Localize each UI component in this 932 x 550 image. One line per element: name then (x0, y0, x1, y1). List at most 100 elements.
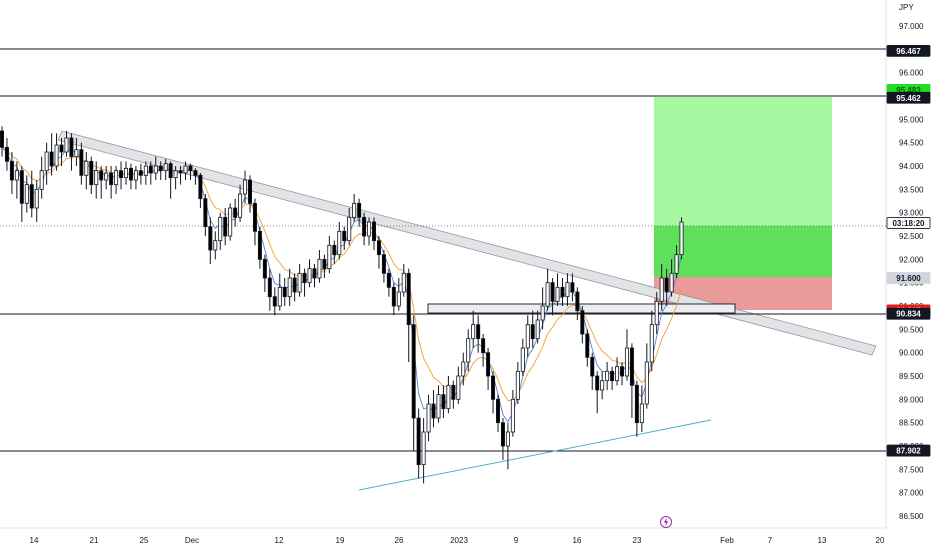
time-axis: 14 21 25 Dec 12 19 26 2023 9 16 23 Feb 7 13 20 (30, 536, 885, 545)
candle (530, 310, 535, 348)
svg-text:95.483: 95.483 (896, 86, 921, 95)
candle (396, 278, 401, 311)
candle (74, 138, 79, 166)
candle (0, 126, 4, 157)
price-tick: 92.500 (899, 232, 924, 241)
price-tick: 89.000 (899, 395, 924, 404)
date-tick: 13 (818, 536, 827, 545)
candle (674, 245, 679, 278)
candle (421, 418, 426, 484)
price-tick: 87.500 (899, 465, 924, 474)
price-tick: 90.500 (899, 325, 924, 334)
candle (317, 250, 322, 283)
candle (193, 168, 198, 185)
candle (446, 376, 451, 414)
candle (615, 357, 620, 386)
candle (49, 133, 54, 176)
candle (168, 161, 173, 199)
date-tick: 2023 (450, 536, 468, 545)
candle (510, 390, 515, 437)
descending-channel[interactable] (57, 130, 877, 356)
candle (476, 315, 481, 353)
candle (272, 287, 277, 316)
price-tick: 95.000 (899, 115, 924, 124)
date-tick: Dec (185, 536, 199, 545)
candle (352, 194, 357, 222)
candle (600, 371, 605, 400)
candle (158, 161, 163, 180)
candle (565, 273, 570, 306)
svg-text:96.467: 96.467 (896, 47, 921, 56)
lightning-icon[interactable] (660, 516, 672, 528)
candle (203, 194, 208, 236)
candle (357, 198, 362, 227)
candle (153, 156, 158, 180)
svg-text:91.600: 91.600 (896, 274, 921, 283)
date-tick: 20 (876, 536, 885, 545)
support-trendline[interactable] (358, 419, 712, 491)
price-tick: 94.000 (899, 162, 924, 171)
candle (441, 385, 446, 418)
price-tag: 91.600 (886, 272, 931, 284)
candle (252, 198, 257, 246)
candle (620, 362, 625, 386)
candle (109, 166, 114, 199)
candle (367, 217, 372, 246)
candle (14, 161, 19, 199)
target-zone[interactable] (654, 97, 832, 277)
price-tick: 97.000 (899, 22, 924, 31)
date-tick: 23 (633, 536, 642, 545)
candle (570, 273, 575, 302)
candle (332, 240, 337, 264)
candle (223, 208, 228, 246)
candle (669, 259, 674, 297)
target-zone-upper (654, 97, 832, 226)
candle (590, 352, 595, 390)
candle (391, 282, 396, 316)
candle (24, 175, 29, 213)
price-tick: 89.500 (899, 372, 924, 381)
candle (188, 163, 193, 180)
candle (4, 138, 9, 171)
candle (277, 273, 282, 311)
candle (471, 310, 476, 348)
price-tag: 96.467 (886, 44, 931, 57)
candle (322, 254, 327, 278)
price-tick: 86.500 (899, 512, 924, 521)
price-tags: 96.46795.48395.46203:18:2091.60090.90790… (886, 44, 931, 457)
candle (595, 371, 600, 414)
candle (128, 163, 133, 190)
candle (679, 217, 684, 260)
candle (431, 390, 436, 428)
candle (79, 142, 84, 185)
candle (555, 273, 560, 306)
candle (302, 268, 307, 297)
price-tick: 88.500 (899, 419, 924, 428)
date-tick: 21 (90, 536, 99, 545)
candle (491, 371, 496, 414)
date-tick: 19 (336, 536, 345, 545)
candle (337, 222, 342, 260)
candle (94, 161, 99, 199)
price-tag: 90.834 (886, 307, 931, 320)
candle (436, 385, 441, 423)
candle (580, 306, 585, 344)
candle (124, 161, 129, 185)
price-tick: 94.500 (899, 139, 924, 148)
candle (39, 156, 44, 199)
candle (500, 418, 505, 460)
candle (376, 236, 381, 269)
candle (466, 329, 471, 372)
price-tag: 95.462 (886, 91, 931, 104)
candle (34, 180, 39, 222)
candle (327, 236, 332, 274)
svg-text:95.462: 95.462 (896, 94, 921, 103)
candle (362, 212, 367, 246)
candle (461, 352, 466, 386)
candle (119, 161, 124, 190)
candle (456, 366, 461, 404)
candle (99, 166, 104, 199)
candle (54, 133, 59, 171)
svg-text:03:18:20: 03:18:20 (892, 219, 925, 228)
